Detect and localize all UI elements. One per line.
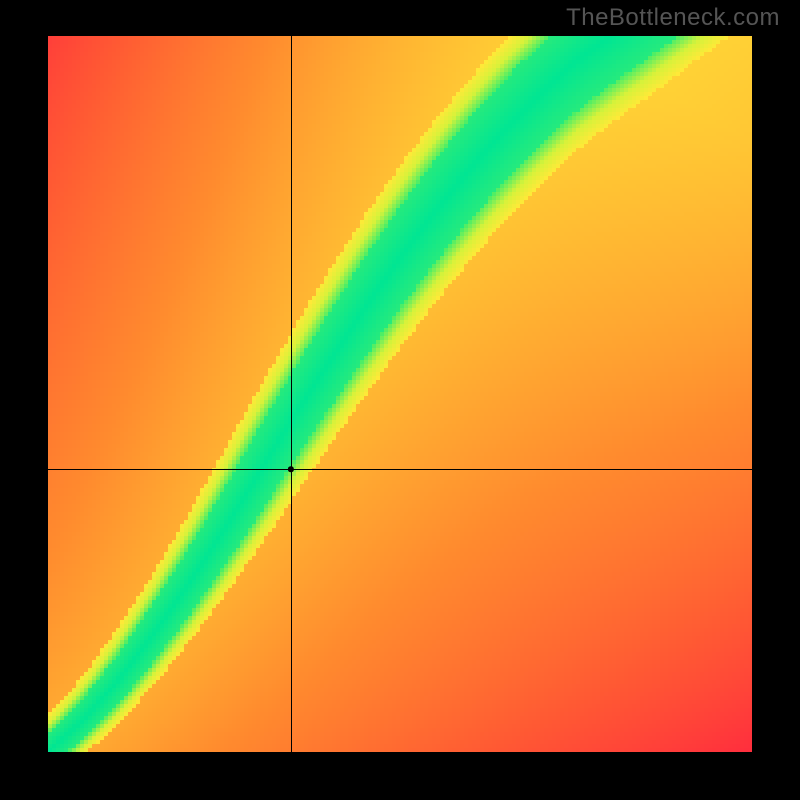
heatmap-plot — [48, 36, 752, 752]
heatmap-canvas — [48, 36, 752, 752]
watermark-text: TheBottleneck.com — [566, 4, 780, 32]
chart-root: TheBottleneck.com — [0, 0, 800, 800]
